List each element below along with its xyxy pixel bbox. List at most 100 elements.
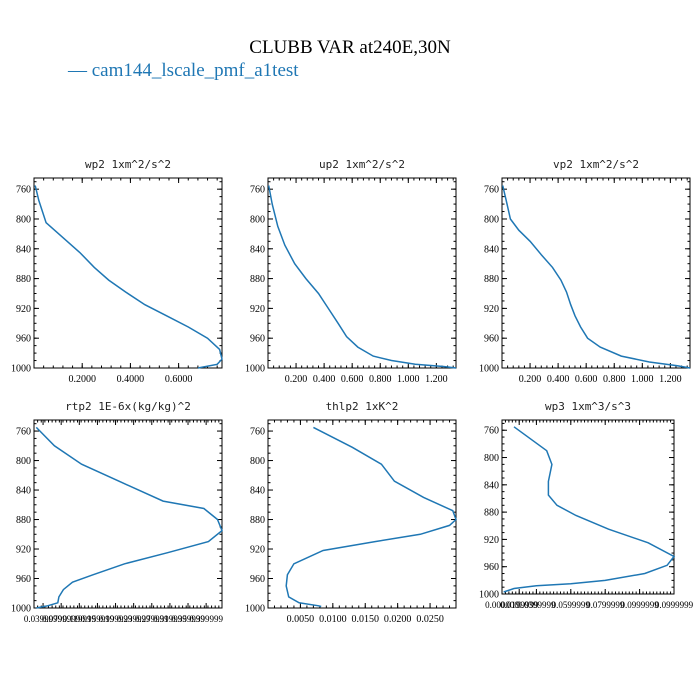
panel-title: thlp2 1xK^2 [326, 400, 399, 413]
y-tick-label: 960 [250, 334, 265, 345]
x-tick-label: 0.0999999 [655, 600, 694, 610]
y-tick-label: 960 [16, 574, 31, 585]
x-tick-label: 0.600 [575, 374, 598, 385]
x-tick-label: 0.200 [285, 374, 308, 385]
x-tick-label: 0.0399999 [24, 614, 63, 624]
x-tick-label: 0.0599999 [552, 600, 591, 610]
page-title: CLUBB VAR at240E,30N [249, 37, 451, 58]
x-tick-label: 0.800 [603, 374, 626, 385]
y-tick-label: 1000 [479, 364, 499, 375]
y-tick-label: 800 [250, 214, 265, 225]
x-tick-label: 0.0799999 [586, 600, 625, 610]
panel-title: rtp2 1E-6x(kg/kg)^2 [65, 400, 191, 413]
x-tick-label: 0.0100 [319, 614, 347, 625]
x-tick-label: 0.400 [547, 374, 570, 385]
x-tick-label: 0.4000 [117, 374, 145, 385]
panel-6: wp3 1xm^3/s^3 760 800 840 880 920 960 10000.000… [479, 400, 694, 610]
x-tick-label: 0.600 [341, 374, 364, 385]
y-tick-label: 800 [484, 214, 499, 225]
y-tick-label: 840 [16, 244, 31, 255]
x-tick-label: 0.199999 [99, 614, 133, 624]
x-tick-label: 0.279999 [135, 614, 169, 624]
legend-line-marker: — [68, 60, 92, 81]
plot-frame [267, 419, 457, 609]
plot-frame [33, 419, 223, 609]
x-tick-label: 0.000000 [485, 600, 519, 610]
x-tick-label: 1.200 [425, 374, 448, 385]
y-tick-label: 840 [250, 486, 265, 497]
series-line [501, 185, 691, 369]
panel-title: up2 1xm^2/s^2 [319, 158, 405, 171]
x-tick-label: 0.0250 [416, 614, 444, 625]
y-tick-label: 880 [484, 508, 499, 519]
y-tick-label: 880 [250, 515, 265, 526]
legend-label: cam144_lscale_pmf_a1test [91, 60, 299, 81]
plot-frame [501, 419, 675, 595]
y-tick-label: 960 [484, 334, 499, 345]
y-tick-label: 760 [16, 185, 31, 196]
series-line [285, 426, 457, 608]
x-tick-label: 0.6000 [165, 374, 193, 385]
y-tick-label: 800 [16, 456, 31, 467]
panel-5: thlp2 1xK^2 760 800 840 880 920 960 1000 0.0050 0… [245, 400, 457, 625]
y-tick-label: 920 [484, 535, 499, 546]
series-line [503, 426, 676, 593]
y-tick-label: 880 [484, 274, 499, 285]
panel-title: wp2 1xm^2/s^2 [85, 158, 171, 171]
series-line [34, 185, 223, 369]
y-tick-label: 1000 [479, 590, 499, 601]
x-tick-label: 1.200 [659, 374, 682, 385]
y-tick-label: 920 [250, 545, 265, 556]
panel-2: up2 1xm^2/s^2 760 800 840 880 920 960 1000 0.200… [245, 158, 457, 385]
x-tick-label: 0.399999 [189, 614, 223, 624]
y-tick-label: 800 [16, 214, 31, 225]
x-tick-label: 0.359999 [171, 614, 205, 624]
y-tick-label: 1000 [11, 364, 31, 375]
y-tick-label: 1000 [245, 364, 265, 375]
x-tick-label: 0.239999 [117, 614, 151, 624]
y-tick-label: 920 [16, 304, 31, 315]
x-tick-label: 0.159999 [81, 614, 115, 624]
series-line [35, 426, 223, 609]
x-tick-label: 0.0200 [384, 614, 412, 625]
y-tick-label: 760 [250, 185, 265, 196]
x-tick-label: 0.2000 [68, 374, 96, 385]
y-tick-label: 760 [16, 427, 31, 438]
y-tick-label: 1000 [11, 604, 31, 615]
plot-frame [501, 177, 691, 369]
x-tick-label: 0.200 [519, 374, 542, 385]
y-tick-label: 840 [484, 244, 499, 255]
x-tick-label: 1.000 [397, 374, 420, 385]
y-tick-label: 760 [250, 427, 265, 438]
x-tick-label: 0.0399999 [517, 600, 556, 610]
x-tick-label: 0.400 [313, 374, 336, 385]
y-tick-label: 1000 [245, 604, 265, 615]
panel-title: vp2 1xm^2/s^2 [553, 158, 639, 171]
x-tick-label: 0.800 [369, 374, 392, 385]
plot-frame [267, 177, 457, 369]
y-tick-label: 960 [16, 334, 31, 345]
x-tick-label: 0.319999 [153, 614, 187, 624]
y-tick-label: 800 [250, 456, 265, 467]
y-tick-label: 760 [484, 426, 499, 437]
y-tick-label: 840 [484, 480, 499, 491]
x-tick-label: 0.0799999 [42, 614, 81, 624]
plot-frame [33, 177, 223, 369]
y-tick-label: 880 [16, 274, 31, 285]
panel-1: wp2 1xm^2/s^2 760 800 840 880 920 960 1000 0.200… [11, 158, 223, 385]
y-tick-label: 920 [250, 304, 265, 315]
x-tick-label: 0.119999 [63, 614, 97, 624]
panel-3: vp2 1xm^2/s^2 760 800 840 880 920 960 1000 0.200… [479, 158, 691, 385]
y-tick-label: 880 [250, 274, 265, 285]
y-tick-label: 840 [16, 486, 31, 497]
x-tick-label: 0.0999999 [620, 600, 659, 610]
series-line [267, 185, 457, 369]
x-tick-label: 0.0150 [351, 614, 379, 625]
y-tick-label: 880 [16, 515, 31, 526]
x-tick-label: 0.0199999 [500, 600, 539, 610]
panel-title: wp3 1xm^3/s^3 [545, 400, 631, 413]
x-tick-label: 1.000 [631, 374, 654, 385]
y-tick-label: 760 [484, 185, 499, 196]
y-tick-label: 800 [484, 453, 499, 464]
